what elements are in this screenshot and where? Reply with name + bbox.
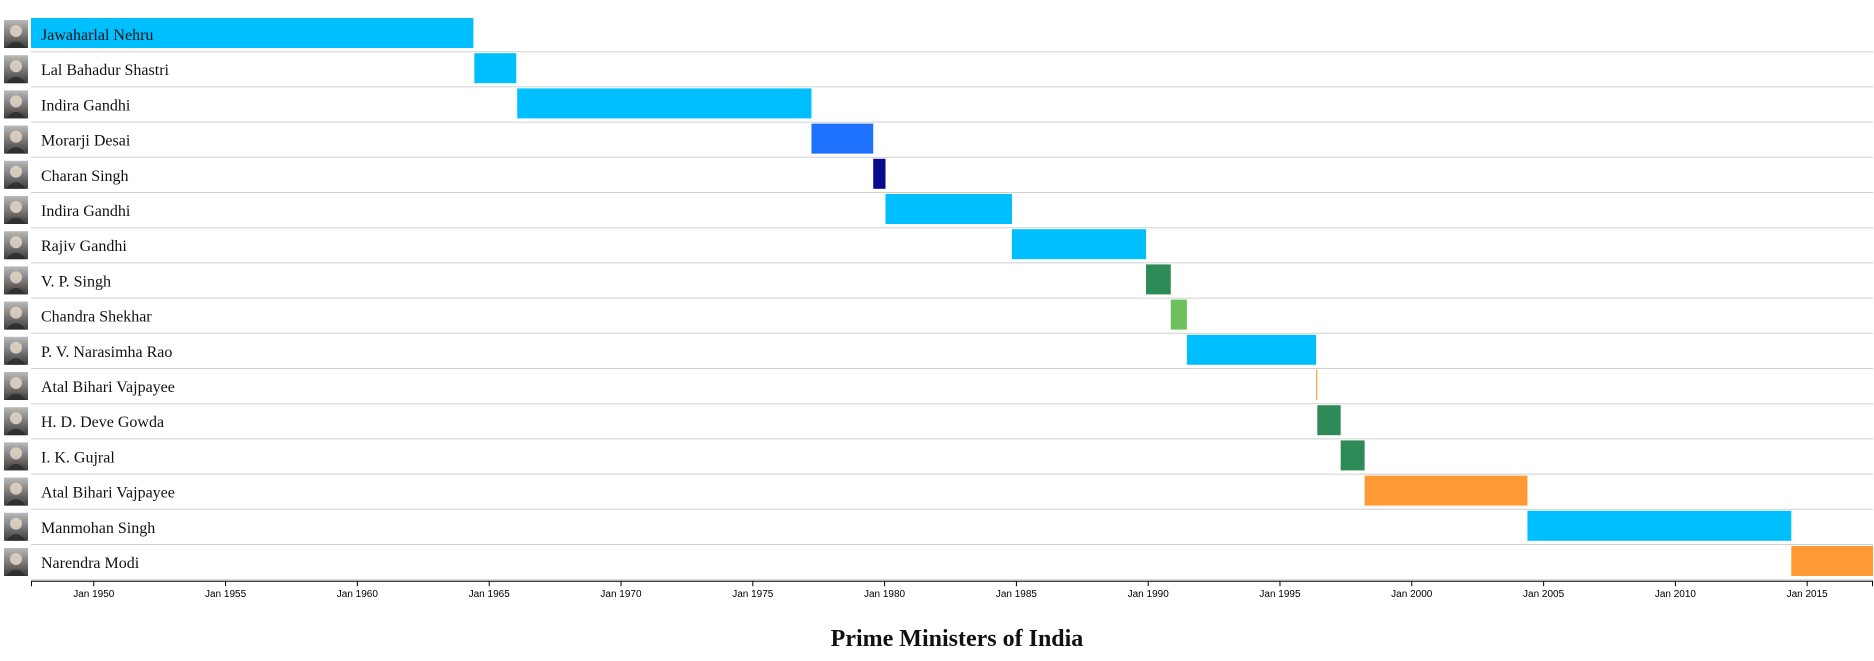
term-bar [1364,475,1528,506]
portrait-icon [4,336,28,365]
portrait-icon [4,372,28,400]
pm-name-label: Morarji Desai [41,133,131,150]
term-bar [1011,229,1147,260]
x-tick-label: Jan 1995 [1259,589,1301,600]
portrait-icon [4,266,28,295]
term-bar [811,123,874,154]
portrait-icon [4,548,28,576]
timeline-row: Manmohan Singh [4,510,1873,545]
timeline-row: Atal Bihari Vajpayee [4,370,1873,405]
portrait-icon [4,20,28,48]
chart-title: Prime Ministers of India [831,626,1084,652]
term-bar [1791,546,1873,576]
term-bar [1340,440,1365,471]
pm-name-label: Jawaharlal Nehru [41,27,153,44]
pm-name-label: Narendra Modi [41,555,140,572]
pm-name-label: Manmohan Singh [41,520,155,537]
timeline-row: Morarji Desai [4,123,1873,158]
x-tick-label: Jan 1955 [205,589,247,600]
portrait-icon [4,196,28,224]
term-bar [1316,370,1318,400]
term-bar [1186,334,1317,365]
term-bar [1317,405,1341,436]
x-tick-label: Jan 1965 [469,589,511,600]
portrait-icon [4,407,28,436]
x-tick-label: Jan 1975 [732,589,774,600]
pm-name-label: I. K. Gujral [41,449,115,466]
timeline-row: Rajiv Gandhi [4,229,1873,264]
x-tick-label: Jan 1985 [996,589,1038,600]
pm-name-label: Rajiv Gandhi [41,238,127,255]
portrait-icon [4,301,28,330]
x-tick-label: Jan 2005 [1523,589,1565,600]
portrait-icon [4,231,28,260]
term-bar [1527,510,1792,541]
portrait-icon [4,442,28,471]
pm-name-label: Indira Gandhi [41,203,131,220]
x-tick-label: Jan 2015 [1787,589,1829,600]
pm-name-label: V. P. Singh [41,273,111,290]
pm-name-label: Atal Bihari Vajpayee [41,485,175,502]
pm-name-label: Chandra Shekhar [41,309,152,326]
x-tick-label: Jan 1960 [337,589,379,600]
x-tick-label: Jan 1980 [864,589,906,600]
term-bar [885,194,1012,224]
pm-name-label: Lal Bahadur Shastri [41,62,170,79]
portrait-icon [4,477,28,506]
term-bar [517,88,812,119]
x-tick-label: Jan 1950 [73,589,115,600]
x-tick-label: Jan 2000 [1391,589,1433,600]
pm-name-label: Charan Singh [41,168,129,185]
timeline-row: P. V. Narasimha Rao [4,334,1873,369]
timeline-row: H. D. Deve Gowda [4,405,1873,440]
pm-name-label: Indira Gandhi [41,97,131,114]
timeline-row: Jawaharlal Nehru [4,18,1873,53]
timeline-row: Narendra Modi [4,546,1873,581]
portrait-icon [4,125,28,154]
timeline-row: Atal Bihari Vajpayee [4,475,1873,510]
term-bar [873,158,886,189]
timeline-row: Indira Gandhi [4,194,1873,229]
pm-name-label: P. V. Narasimha Rao [41,344,172,361]
timeline-row: V. P. Singh [4,264,1873,299]
timeline-row: Indira Gandhi [4,88,1873,123]
x-tick-label: Jan 1990 [1128,589,1170,600]
term-bar [474,53,517,84]
timeline-row: I. K. Gujral [4,440,1873,475]
portrait-icon [4,160,28,189]
term-bar [1170,299,1187,330]
x-tick-label: Jan 2010 [1655,589,1697,600]
x-axis: Jan 1950 Jan 1955 Jan 1960 Jan 1965 Jan 1970… [31,580,1873,600]
x-tick-label: Jan 1970 [600,589,642,600]
portrait-icon [4,90,28,119]
portrait-icon [4,55,28,84]
timeline-row: Lal Bahadur Shastri [4,53,1873,88]
rows-layer: Jawaharlal Nehru Lal Bahadur Shastri Indir… [4,18,1873,581]
timeline-row: Charan Singh [4,158,1873,193]
timeline-row: Chandra Shekhar [4,299,1873,334]
term-bar [1146,264,1171,295]
portrait-icon [4,512,28,541]
term-bar [31,18,474,48]
pm-name-label: H. D. Deve Gowda [41,414,164,431]
pm-name-label: Atal Bihari Vajpayee [41,379,175,396]
